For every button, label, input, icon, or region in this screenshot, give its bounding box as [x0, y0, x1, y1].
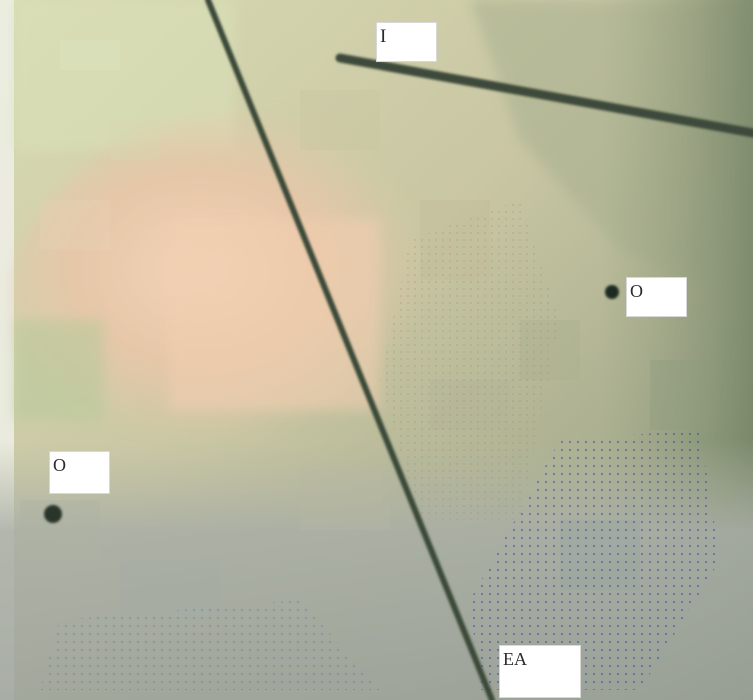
label-left: O: [49, 451, 110, 494]
label-right: O: [626, 277, 687, 317]
label-top: I: [376, 22, 437, 62]
label-bottom: EA: [499, 645, 581, 698]
